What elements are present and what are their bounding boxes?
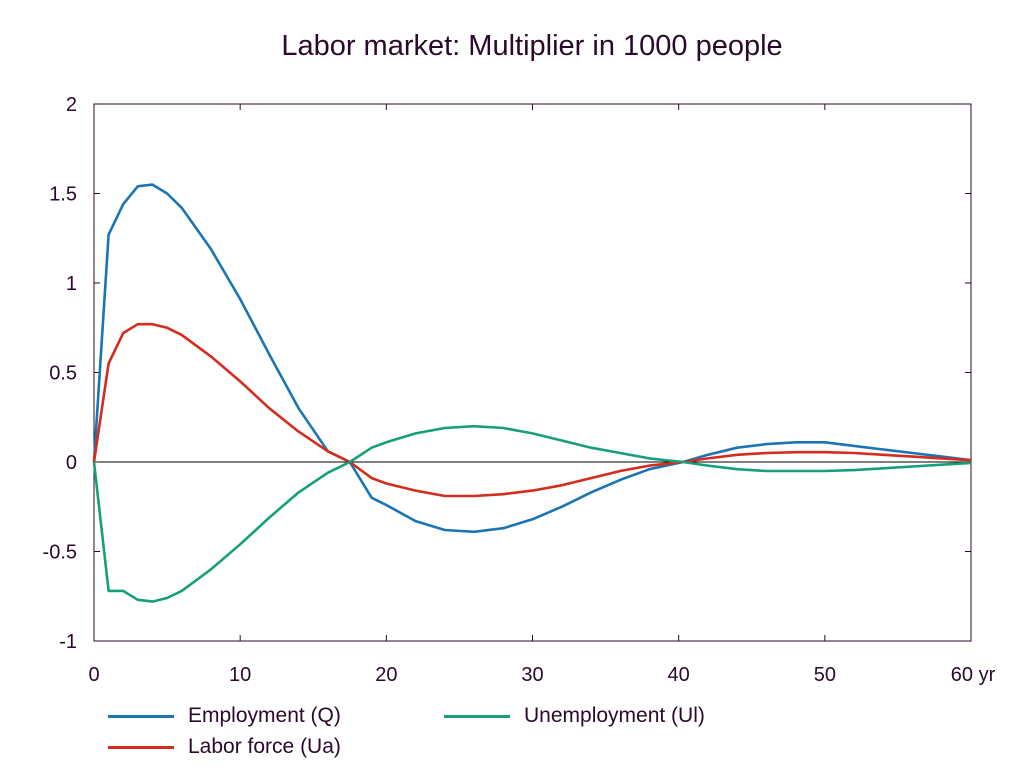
- x-tick-label: 20: [375, 664, 397, 686]
- y-tick-label: -1: [59, 631, 77, 653]
- plot-frame: [93, 103, 972, 642]
- axis-tick-labels: 0 10 20 30 40 50 60 yr -1 -0.5 0 0.5 1 1.5 2: [43, 94, 996, 686]
- legend-swatch-unemployment: [444, 714, 510, 718]
- y-tick-label: 0.5: [49, 363, 77, 385]
- axis-ticks: [93, 103, 972, 642]
- x-tick-label: 60 yr: [951, 664, 996, 686]
- y-tick-label: 2: [66, 94, 77, 116]
- legend-label-labor-force: Labor force (Ua): [188, 735, 341, 758]
- x-tick-label: 10: [229, 664, 251, 686]
- legend-item-labor-force: Labor force (Ua): [108, 735, 341, 759]
- y-tick-label: 1.5: [49, 184, 77, 206]
- legend-swatch-employment: [108, 714, 174, 718]
- y-tick-label: 1: [66, 273, 77, 295]
- y-tick-label: 0: [66, 452, 77, 474]
- legend-swatch-labor-force: [108, 745, 174, 749]
- x-tick-label: 50: [814, 664, 836, 686]
- series-line-employment: [92, 183, 972, 534]
- legend-label-unemployment: Unemployment (Ul): [524, 704, 705, 727]
- legend-item-unemployment: Unemployment (Ul): [444, 704, 705, 728]
- legend-item-employment: Employment (Q): [108, 704, 341, 728]
- x-tick-label: 40: [668, 664, 690, 686]
- legend-label-employment: Employment (Q): [188, 704, 341, 727]
- x-tick-label: 30: [521, 664, 543, 686]
- y-tick-label: -0.5: [43, 542, 77, 564]
- x-tick-label: 0: [88, 664, 99, 686]
- chart-title: Labor market: Multiplier in 1000 people: [281, 30, 783, 62]
- series-line-labor-force: [92, 322, 972, 498]
- series-line-unemployment: [92, 424, 972, 603]
- series-lines: [92, 183, 972, 603]
